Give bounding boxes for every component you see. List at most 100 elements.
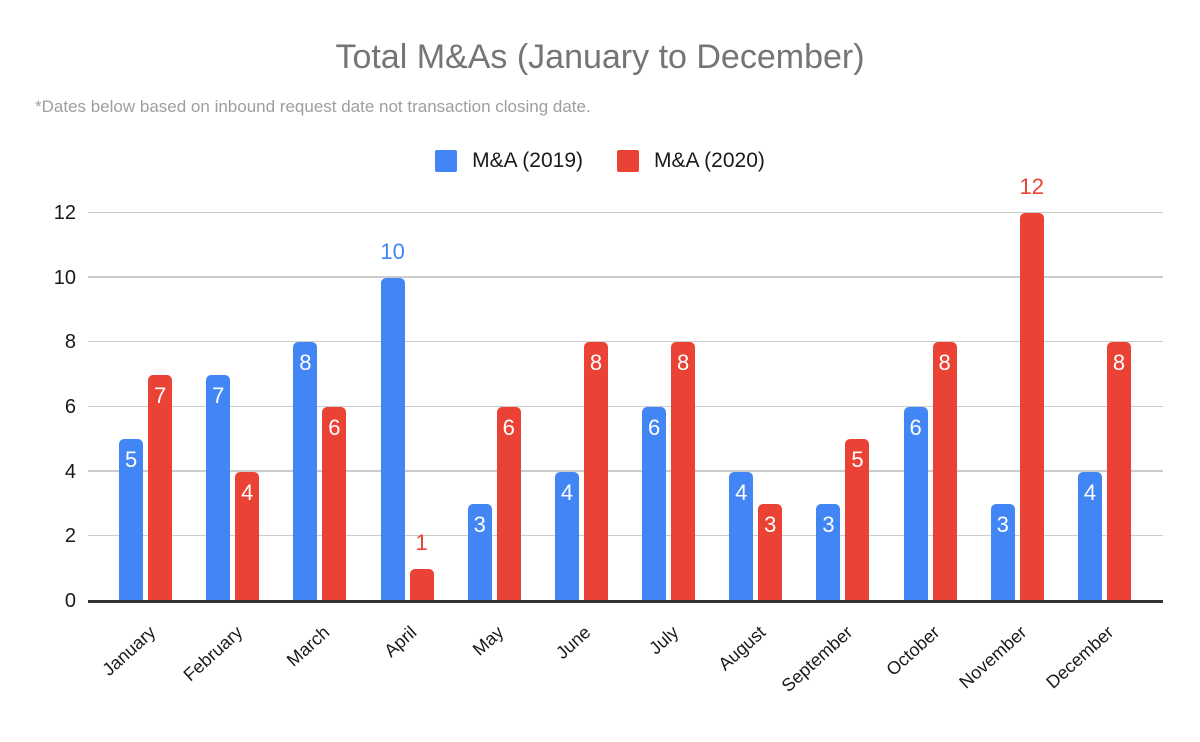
bars-layer: 5 7 7 4 8 6 10 1 3 6 4 8 6 8 4 3 3 5 6 8 3 12 4 8	[102, 174, 1148, 601]
plot-area: 5 7 7 4 8 6 10 1 3 6 4 8 6 8 4 3 3 5 6 8 3 12 4 8	[88, 174, 1163, 603]
x-axis: January February March April May June July Augu…	[98, 606, 1148, 742]
x-tick-label-december: December	[1042, 622, 1118, 693]
y-tick-label: 6	[64, 396, 76, 418]
y-tick-label: 8	[64, 331, 76, 354]
bar-value-label: 12	[1019, 174, 1045, 199]
bar-value-label: 8	[676, 350, 690, 376]
legend-swatch-icon	[435, 150, 458, 172]
bar-march-m-a-2019[interactable]: 8	[293, 342, 318, 601]
bar-september-m-a-2019[interactable]: 3	[816, 504, 841, 601]
gridline	[88, 211, 1163, 213]
bar-august-m-a-2020[interactable]: 3	[758, 504, 783, 601]
bar-june-m-a-2020[interactable]: 8	[583, 342, 608, 601]
bar-december-m-a-2020[interactable]: 8	[1106, 342, 1131, 601]
bar-value-label: 4	[560, 479, 574, 505]
gridline	[88, 470, 1163, 472]
bar-group-april: 10 1	[364, 213, 451, 601]
x-tick-label-may: May	[468, 622, 508, 660]
bar-value-label: 6	[909, 415, 922, 440]
bar-value-label: 5	[124, 447, 138, 473]
bar-value-label: 6	[647, 415, 661, 440]
bar-value-label: 8	[299, 350, 312, 376]
x-tick-label-april: April	[380, 622, 421, 661]
bar-value-label: 7	[212, 382, 225, 408]
bar-october-m-a-2019[interactable]: 6	[903, 407, 928, 601]
y-axis: 0 2 4 6 8 10 12	[0, 202, 76, 612]
bar-january-m-a-2019[interactable]: 5	[119, 439, 144, 601]
bar-august-m-a-2019[interactable]: 4	[729, 471, 754, 601]
bar-value-label: 4	[1083, 479, 1097, 505]
y-tick-label: 0	[64, 590, 76, 612]
gridline	[88, 276, 1163, 278]
gridline	[88, 340, 1163, 343]
bar-value-label: 8	[589, 350, 603, 376]
bar-value-label: 6	[502, 415, 515, 440]
bar-value-label: 3	[996, 512, 1009, 537]
x-axis-line	[88, 600, 1163, 603]
x-tick-label-august: August	[714, 622, 770, 675]
bar-may-m-a-2020[interactable]: 6	[496, 407, 521, 601]
y-tick-label: 2	[64, 525, 76, 548]
y-tick-label: 10	[53, 266, 76, 289]
legend-swatch-icon	[617, 150, 639, 172]
bar-september-m-a-2020[interactable]: 5	[845, 439, 870, 601]
bar-group-november: 3 12	[974, 174, 1061, 601]
bar-april-m-a-2019[interactable]: 10	[380, 239, 405, 601]
bar-value-label: 7	[153, 382, 167, 408]
bar-value-label: 8	[938, 350, 951, 376]
x-tick-label-september: September	[777, 622, 857, 696]
legend-label: M&A (2020)	[654, 149, 765, 172]
bar-february-m-a-2020[interactable]: 4	[235, 471, 260, 601]
x-tick-label-october: October	[882, 622, 944, 680]
bar-july-m-a-2020[interactable]: 8	[671, 342, 696, 601]
x-tick-label-march: March	[282, 622, 334, 671]
chart-subtitle: *Dates below based on inbound request da…	[35, 97, 591, 116]
bar-value-label: 5	[851, 447, 864, 473]
bar-december-m-a-2019[interactable]: 4	[1077, 471, 1102, 601]
bar-november-m-a-2020[interactable]: 12	[1020, 174, 1044, 601]
bar-value-label: 1	[415, 529, 428, 555]
x-tick-label-november: November	[955, 622, 1031, 693]
bar-value-label: 3	[764, 512, 777, 537]
bar-june-m-a-2019[interactable]: 4	[554, 471, 579, 601]
gridline	[88, 534, 1163, 537]
bar-october-m-a-2020[interactable]: 8	[932, 342, 957, 601]
bar-march-m-a-2020[interactable]: 6	[322, 407, 347, 601]
bar-november-m-a-2019[interactable]: 3	[990, 504, 1015, 601]
legend-item[interactable]: M&A (2020)	[617, 149, 765, 173]
bar-july-m-a-2019[interactable]: 6	[642, 407, 667, 601]
bar-value-label: 4	[735, 479, 748, 505]
bar-january-m-a-2020[interactable]: 7	[148, 374, 173, 601]
bar-value-label: 4	[241, 479, 254, 505]
legend-item[interactable]: M&A (2019)	[435, 149, 583, 173]
bar-may-m-a-2019[interactable]: 3	[467, 504, 492, 601]
gridline	[88, 405, 1163, 407]
x-tick-label-june: June	[552, 622, 595, 663]
x-tick-label-july: July	[644, 622, 682, 659]
y-tick-label: 4	[64, 460, 76, 483]
bar-april-m-a-2020[interactable]: 1	[409, 530, 434, 601]
legend: M&A (2019) M&A (2020)	[0, 149, 1200, 173]
bar-value-label: 6	[328, 415, 341, 440]
chart-title: Total M&As (January to December)	[335, 38, 865, 76]
bar-february-m-a-2019[interactable]: 7	[206, 374, 231, 601]
bar-value-label: 3	[473, 512, 486, 537]
x-tick-label-february: February	[179, 622, 247, 686]
bar-value-label: 8	[1112, 350, 1126, 376]
x-tick-label-january: January	[97, 622, 159, 680]
bar-value-label: 10	[380, 238, 405, 264]
y-tick-label: 12	[53, 202, 76, 224]
legend-label: M&A (2019)	[472, 149, 583, 172]
bar-value-label: 3	[822, 512, 835, 537]
